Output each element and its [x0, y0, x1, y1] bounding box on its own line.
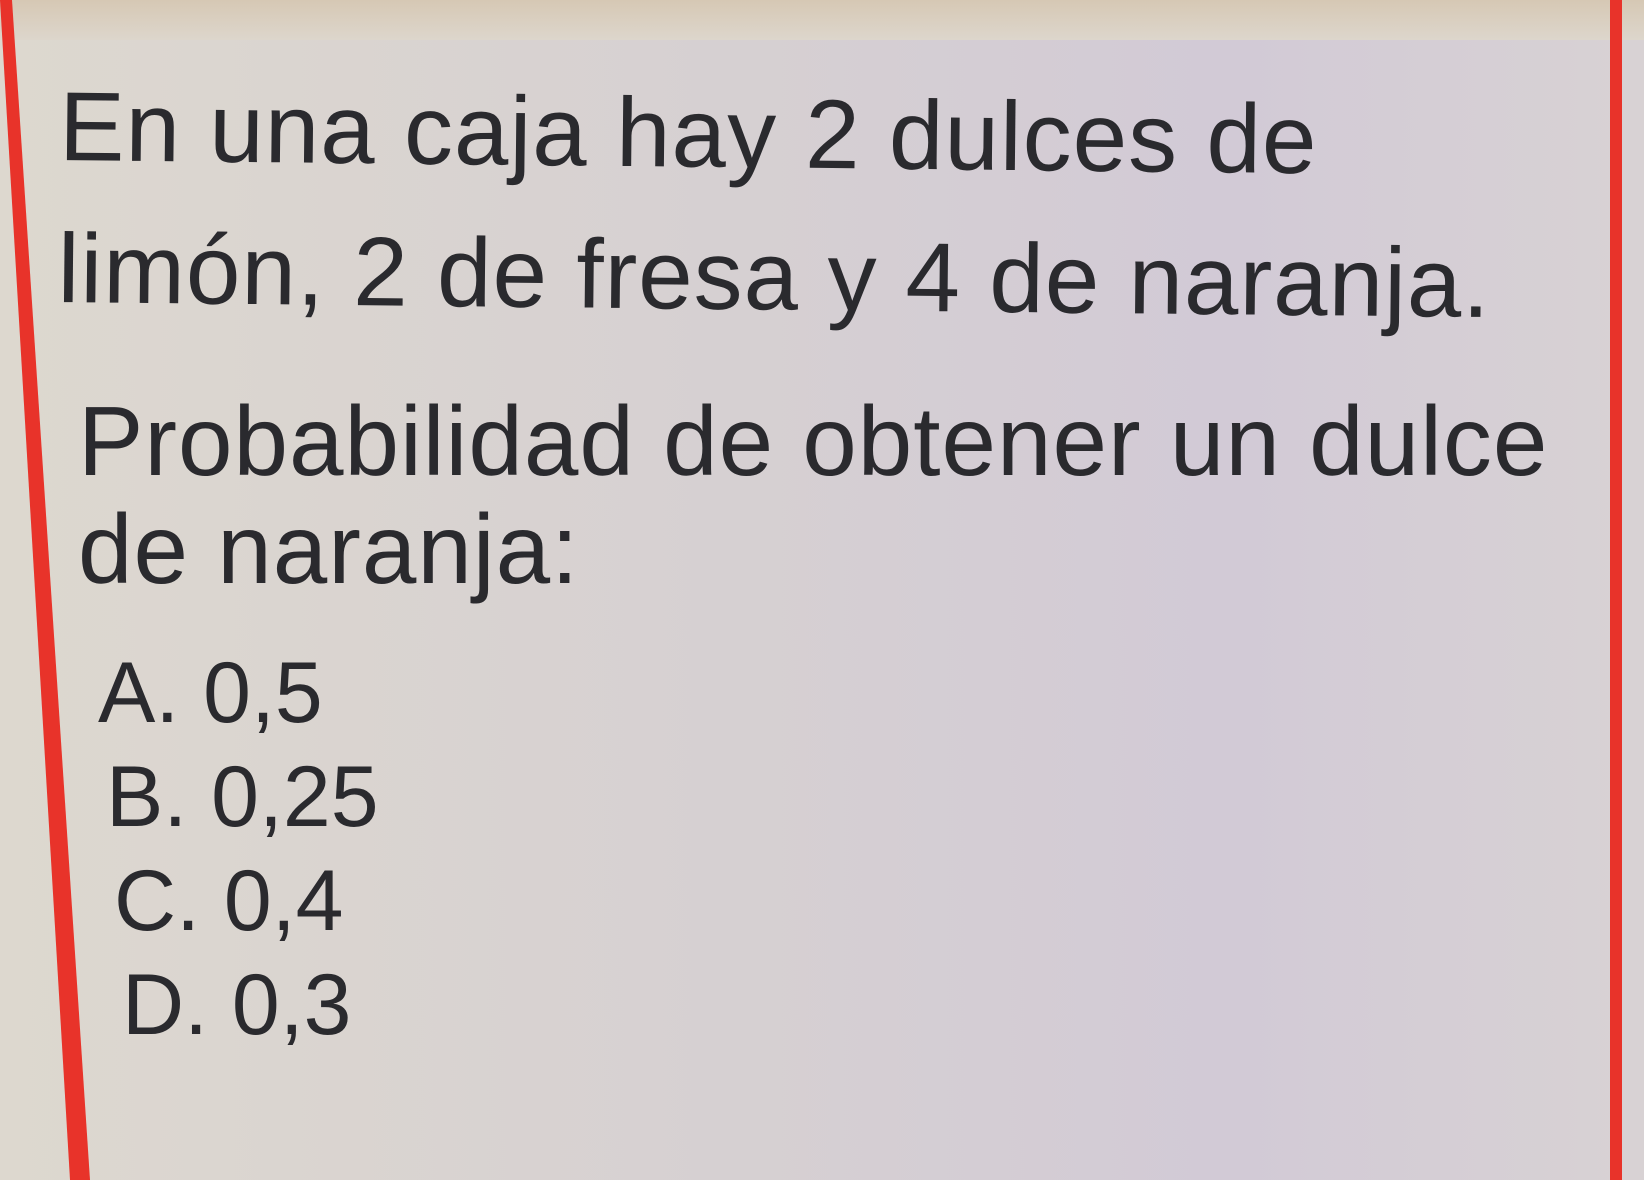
answer-options: A. 0,5 B. 0,25 C. 0,4 D. 0,3: [60, 641, 1600, 1057]
option-a[interactable]: A. 0,5: [98, 645, 323, 741]
prompt-line: de naranja:: [78, 494, 580, 604]
question-card: En una caja hay 2 dulces de limón, 2 de …: [57, 55, 1600, 1057]
statement-line: En una caja hay 2 dulces de: [58, 70, 1319, 195]
option-d[interactable]: D. 0,3: [122, 957, 352, 1053]
top-strip: [0, 0, 1644, 40]
option-b[interactable]: B. 0,25: [106, 749, 379, 845]
option-c[interactable]: C. 0,4: [114, 853, 344, 949]
question-statement: En una caja hay 2 dulces de limón, 2 de …: [57, 55, 1600, 355]
prompt-line: Probabilidad de obtener un dulce: [78, 386, 1549, 496]
statement-line: limón, 2 de fresa y 4 de naranja.: [57, 212, 1492, 338]
question-prompt: Probabilidad de obtener un dulce de nara…: [60, 387, 1600, 603]
red-border-right: [1610, 0, 1622, 1180]
